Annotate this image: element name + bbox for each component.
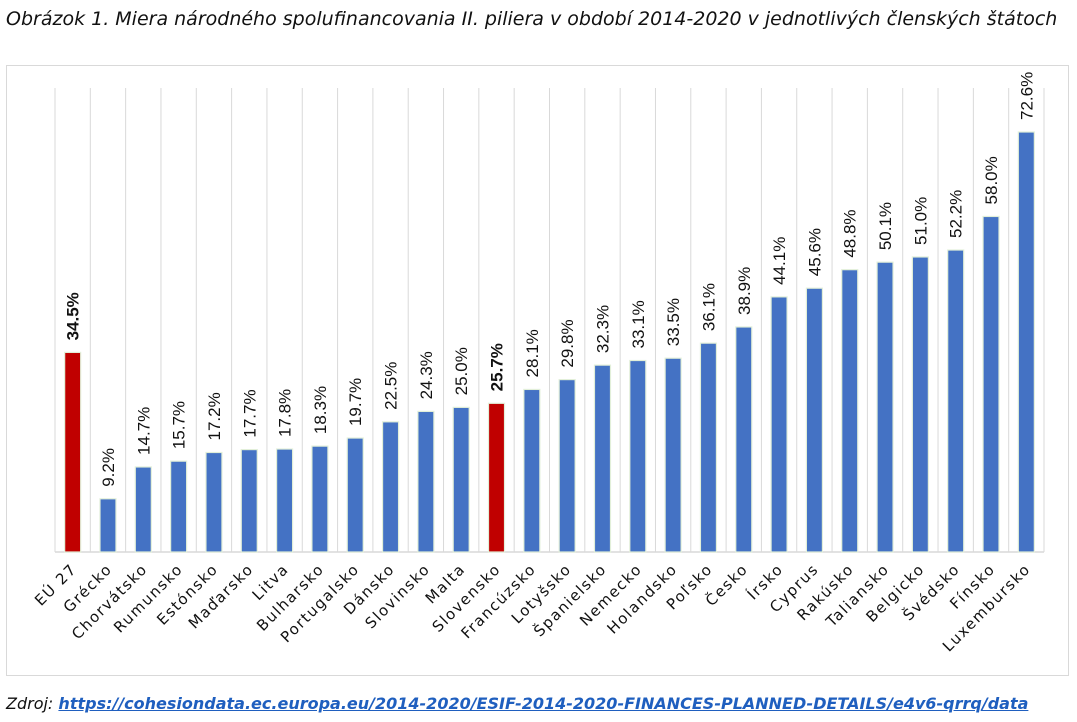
source-link[interactable]: https://cohesiondata.ec.europa.eu/2014-2…: [58, 694, 1029, 713]
value-label-22: 48.8%: [841, 209, 860, 257]
value-label-10: 24.3%: [417, 351, 436, 399]
bar-7: [311, 445, 329, 553]
bar-25: [947, 249, 965, 553]
value-label-16: 33.1%: [629, 300, 648, 348]
value-label-4: 17.2%: [205, 392, 224, 440]
bar-12: [487, 402, 506, 553]
value-label-5: 17.7%: [240, 389, 259, 437]
bar-17: [664, 357, 682, 553]
bar-8: [346, 437, 364, 553]
chart-category-labels: EÚ 27GréckoChorvátskoRumunskoEstónskoMaď…: [30, 559, 1034, 655]
bar-2: [134, 466, 152, 553]
bar-chart: 34.5% 9.2% 14.7% 15.7% 17.2% 17.7% 17.8% 18.3% 1…: [30, 72, 1045, 655]
bar-13: [523, 388, 541, 553]
bar-23: [876, 261, 894, 553]
value-label-15: 32.3%: [593, 305, 612, 353]
value-label-9: 22.5%: [382, 362, 401, 410]
value-label-13: 28.1%: [523, 329, 542, 377]
value-label-23: 50.1%: [876, 202, 895, 250]
source-line: Zdroj: https://cohesiondata.ec.europa.eu…: [6, 694, 1028, 713]
bar-15: [593, 364, 612, 553]
value-label-20: 44.1%: [770, 237, 789, 285]
value-label-21: 45.6%: [805, 228, 824, 276]
value-label-27: 72.6%: [1017, 72, 1036, 120]
bar-11: [452, 406, 470, 553]
bar-19: [735, 326, 753, 553]
value-label-26: 58.0%: [982, 156, 1001, 204]
bar-14: [558, 379, 576, 553]
bar-16: [629, 359, 647, 553]
bar-9: [381, 421, 400, 553]
value-label-14: 29.8%: [558, 319, 577, 367]
value-label-11: 25.0%: [452, 347, 471, 395]
value-label-18: 36.1%: [699, 283, 718, 331]
bar-18: [699, 342, 718, 553]
value-label-12: 25.7%: [488, 343, 507, 391]
bar-1: [99, 498, 117, 553]
figure-caption: Obrázok 1. Miera národného spolufinancov…: [6, 8, 1058, 30]
chart-gridlines: [54, 88, 1045, 552]
chart-bars: [64, 131, 1035, 553]
value-label-6: 17.8%: [276, 389, 295, 437]
bar-0: [64, 351, 82, 553]
value-label-7: 18.3%: [311, 386, 330, 434]
bar-4: [205, 451, 223, 553]
bar-21: [805, 287, 824, 553]
value-label-0: 34.5%: [64, 292, 83, 340]
bar-5: [240, 449, 258, 553]
bar-27: [1017, 131, 1035, 553]
bar-20: [770, 296, 788, 553]
bar-3: [170, 460, 188, 553]
bar-26: [982, 215, 1000, 553]
value-label-2: 14.7%: [134, 407, 153, 455]
value-label-19: 38.9%: [735, 267, 754, 315]
value-label-24: 51.0%: [911, 197, 930, 245]
chart-value-labels: 34.5% 9.2% 14.7% 15.7% 17.2% 17.7% 17.8% 18.3% 1…: [64, 72, 1037, 487]
value-label-25: 52.2%: [947, 190, 966, 238]
bar-22: [841, 269, 859, 553]
value-label-1: 9.2%: [99, 448, 118, 487]
value-label-17: 33.5%: [664, 298, 683, 346]
bar-24: [911, 256, 929, 553]
chart-frame: 34.5% 9.2% 14.7% 15.7% 17.2% 17.7% 17.8% 18.3% 1…: [6, 65, 1069, 676]
bar-6: [275, 448, 294, 553]
source-label: Zdroj:: [6, 694, 54, 713]
value-label-8: 19.7%: [346, 378, 365, 426]
value-label-3: 15.7%: [170, 401, 189, 449]
bar-10: [417, 410, 435, 553]
